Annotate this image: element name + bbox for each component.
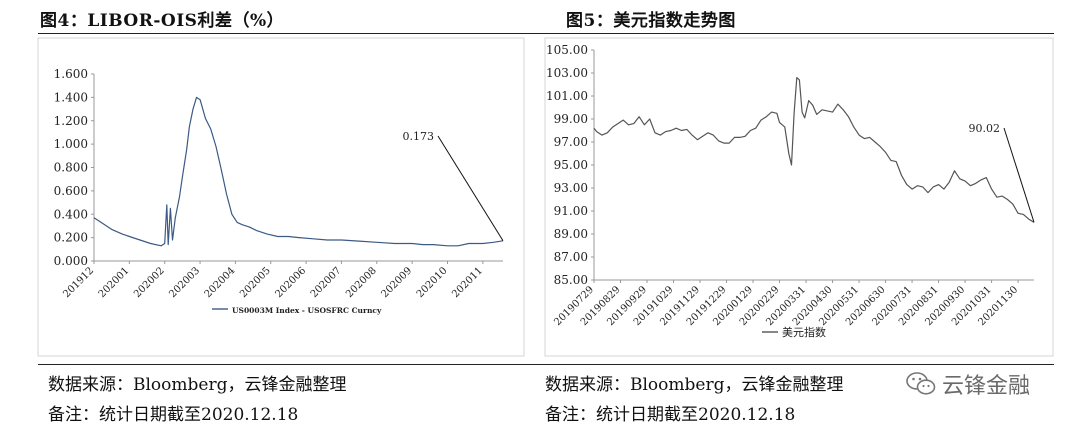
watermark: 云锋金融	[906, 368, 1030, 400]
top-rule	[38, 33, 1054, 34]
y-tick-label: 1.600	[54, 67, 88, 81]
x-tick-label: 202007	[309, 265, 344, 300]
y-tick-label: 0.600	[54, 184, 88, 198]
series-line	[593, 77, 1035, 223]
legend-label: US0003M Index - USOSFRC Curncy	[232, 306, 382, 315]
annotation-leader	[437, 135, 504, 242]
y-tick-label: 93.00	[554, 181, 588, 195]
x-tick-label: 202010	[415, 265, 450, 300]
annotation-leader	[1003, 127, 1035, 223]
y-tick-label: 105.00	[546, 43, 588, 57]
y-tick-label: 0.000	[54, 254, 88, 268]
x-tick-label: 202004	[203, 265, 238, 300]
right-note: 备注：统计日期截至2020.12.18	[545, 405, 796, 425]
wechat-icon	[906, 372, 936, 395]
right-chart-frame	[544, 37, 1054, 357]
x-tick-label: 202009	[379, 265, 414, 300]
watermark-text: 云锋金融	[942, 374, 1031, 399]
left-figure-title: 图4：LIBOR-OIS利差（%）	[40, 11, 285, 31]
x-tick-label: 202011	[450, 265, 485, 300]
bottom-rule	[38, 364, 1054, 365]
y-tick-label: 1.400	[54, 90, 88, 104]
y-tick-label: 0.800	[54, 161, 88, 175]
left-chart-frame	[37, 37, 525, 357]
right-chart: 85.00 87.00 89.00 91.00 93.00 95.00 97.00 99.00…	[546, 43, 1035, 339]
right-source: 数据来源：Bloomberg，云锋金融整理	[545, 375, 844, 395]
annotation-label: 90.02	[969, 122, 1001, 135]
series-line	[93, 96, 504, 247]
x-tick-label: 202006	[273, 265, 308, 300]
y-tick-label: 103.00	[546, 66, 588, 80]
left-note: 备注：统计日期截至2020.12.18	[48, 405, 299, 425]
y-tick-label: 87.00	[554, 250, 588, 264]
y-tick-label: 89.00	[554, 227, 588, 241]
y-tick-label: 95.00	[554, 158, 588, 172]
y-tick-label: 99.00	[554, 112, 588, 126]
x-tick-label: 202002	[132, 265, 167, 300]
legend-label: 美元指数	[782, 325, 826, 339]
x-tick-label: 201912	[61, 265, 96, 300]
x-tick-label: 202001	[97, 265, 132, 300]
left-source: 数据来源：Bloomberg，云锋金融整理	[48, 375, 347, 395]
y-tick-label: 0.200	[54, 231, 88, 245]
y-tick-label: 85.00	[554, 273, 588, 287]
left-chart: 0.000 0.200 0.400 0.600 0.800 1.000 1.200 1.400…	[54, 67, 504, 315]
y-tick-label: 101.00	[546, 89, 588, 103]
y-tick-label: 1.000	[54, 137, 88, 151]
annotation-label: 0.173	[403, 130, 435, 143]
x-tick-label: 202005	[238, 265, 273, 300]
right-figure-title: 图5：美元指数走势图	[566, 11, 736, 31]
y-tick-label: 0.400	[54, 207, 88, 221]
y-tick-label: 97.00	[554, 135, 588, 149]
x-tick-label: 202003	[167, 265, 202, 300]
x-tick-label: 202008	[344, 265, 379, 300]
y-tick-label: 1.200	[54, 114, 88, 128]
y-tick-label: 91.00	[554, 204, 588, 218]
